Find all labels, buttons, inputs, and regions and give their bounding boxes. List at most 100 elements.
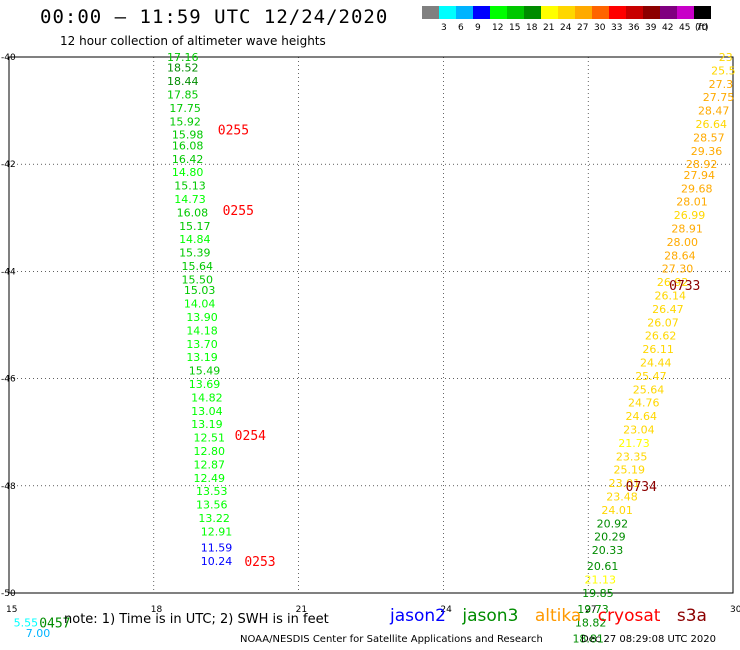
color-swatch [422,6,439,19]
color-swatch [558,6,575,19]
wave-height-value: 24.01 [601,504,633,517]
wave-height-value: 19.85 [582,587,614,600]
wave-height-value: 15.64 [181,260,213,273]
color-swatch [643,6,660,19]
color-scale-label: 42 [662,23,673,33]
color-scale-label: 9 [475,23,481,33]
color-swatch [524,6,541,19]
map-title: 00:00 – 11:59 UTC 12/24/2020 [40,6,389,28]
color-swatch [626,6,643,19]
wave-height-value: 20.29 [594,531,626,544]
wave-height-value: 12.87 [194,458,226,471]
legend-jason2: jason2 [390,606,446,626]
wave-height-value: 15.98 [172,129,204,142]
wave-height-value: 13.53 [196,485,228,498]
wave-height-value: 12.49 [194,472,226,485]
pass-time-label: 0255 [223,204,254,219]
longitude-tick-label: 30 [730,605,740,615]
wave-height-value: 26.92 [657,276,689,289]
latitude-tick-label: -48 [1,482,16,492]
color-scale-legend: 3 6 9 12 15 18 21 24 27 30 33 36 39 42 45 70(ft) [422,6,711,33]
pass-time-label: 0734 [626,480,657,495]
wave-height-value: 20.92 [597,517,629,530]
wave-height-value: 13.70 [186,338,218,351]
longitude-tick-label: 24 [440,605,452,615]
wave-height-value: 29.68 [681,182,713,195]
credit-line: NOAA/NESDIS Center for Satellite Applica… [240,634,543,645]
color-swatch [660,6,677,19]
color-scale-label: 3 [441,23,447,33]
footnote: note: 1) Time is in UTC; 2) SWH is in fe… [64,612,329,627]
legend-altika: altika [534,606,582,626]
wave-height-value: 19.73 [577,603,609,616]
color-scale-label: 21 [543,23,554,33]
wave-height-value: 20.33 [592,544,624,557]
wave-height-value: 26.07 [647,316,679,329]
wave-height-value: 18.44 [167,75,199,88]
wave-height-value: 14.04 [184,298,216,311]
wave-height-value: 15.39 [179,247,211,260]
wave-height-value: 26.62 [645,330,677,343]
color-scale-label: 70 [696,23,708,33]
wave-height-value: 16.08 [177,206,209,219]
pass-time-label: 0254 [235,429,266,444]
wave-height-value: 24.64 [626,410,658,423]
color-swatch [473,6,490,19]
pass-time-label: 0733 [669,279,700,294]
color-scale-label: 27 [577,23,588,33]
wave-height-value: 23.01 [609,477,641,490]
wave-height-value: 13.04 [191,405,223,418]
color-scale-label: 18 [526,23,538,33]
wave-height-value: 27.30 [662,263,694,276]
color-scale-label: 39 [645,23,657,33]
longitude-tick-label: 15 [6,605,17,615]
wave-height-value: 5.55 [14,616,39,629]
wave-height-value: 27.94 [683,169,715,182]
wave-height-value: 25.47 [635,370,667,383]
wave-height-value: 13.19 [186,351,218,364]
wave-height-value: 12.80 [194,445,226,458]
wave-height-value: 27.75 [703,91,735,104]
longitude-tick-label: 27 [585,605,596,615]
wave-height-value: 25.64 [633,383,665,396]
color-scale-label: 12 [492,23,503,33]
color-scale-label: 45 [679,23,690,33]
color-swatch [439,6,456,19]
color-scale-label: 24 [560,23,572,33]
color-swatch [609,6,626,19]
wave-height-value: 26.99 [674,209,706,222]
wave-height-value: 13.56 [196,499,228,512]
wave-height-value: 23.35 [616,450,648,463]
wave-height-value: 29.36 [691,145,723,158]
wave-height-value: 14.82 [191,391,223,404]
color-scale-unit: (ft) [695,23,709,33]
color-swatch [694,6,711,19]
wave-height-value: 28.47 [698,105,730,118]
pass-time-label: 0457 [39,616,70,631]
color-scale-label: 36 [628,23,640,33]
map-subtitle: 12 hour collection of altimeter wave hei… [60,34,326,48]
wave-height-value: 11.59 [201,541,233,554]
pass-time-label: 0255 [218,123,249,138]
wave-height-value: 15.17 [179,220,211,233]
generated-timestamp: Dec 27 08:29:08 UTC 2020 [581,634,716,645]
wave-height-value: 25.19 [613,464,645,477]
wave-height-value: 13.90 [186,311,218,324]
latitude-tick-label: -44 [1,267,16,277]
wave-height-value: 26.64 [696,118,728,131]
wave-height-value: 23.04 [623,424,655,437]
wave-height-value: 26.14 [655,290,687,303]
color-scale-label: 33 [611,23,622,33]
wave-height-value: 17.75 [169,102,201,115]
wave-height-value: 16.08 [172,139,204,152]
color-swatch [456,6,473,19]
wave-height-value: 26.47 [652,303,684,316]
color-swatch [575,6,592,19]
wave-height-value: 12.51 [194,432,226,445]
wave-height-value: 12.91 [201,525,233,538]
wave-height-value: 28.01 [676,196,708,209]
wave-height-value: 14.80 [172,166,204,179]
wave-height-value: 18.82 [575,616,607,629]
wave-height-value: 15.50 [181,273,213,286]
